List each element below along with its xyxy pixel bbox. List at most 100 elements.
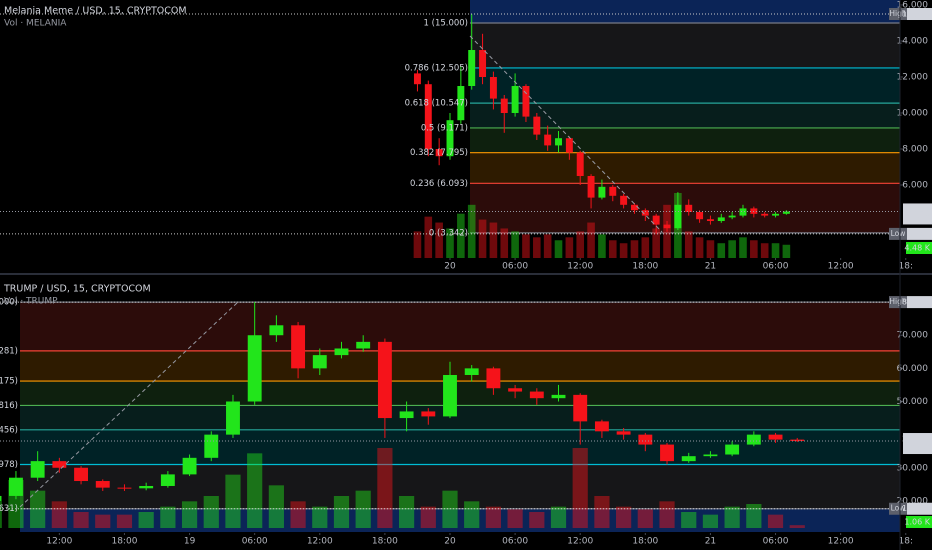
volume-bar [565, 237, 574, 258]
marker-name: High [889, 297, 906, 306]
volume-title: Vol · MELANIA [4, 19, 67, 29]
candle-body [641, 210, 649, 216]
candle-body [717, 217, 725, 222]
last-price-box [903, 203, 932, 225]
x-tick-label: 20 [444, 537, 456, 547]
fib-zone [20, 405, 900, 430]
candle-body [529, 391, 544, 399]
volume-bar [446, 228, 454, 258]
volume-bar [51, 501, 67, 528]
volume-bar [424, 216, 433, 258]
candle-body [573, 394, 588, 422]
candle-body [696, 212, 704, 220]
volume-bar [464, 501, 480, 528]
volume-bar [576, 231, 585, 258]
candle-body [52, 461, 67, 468]
candle-body [739, 208, 747, 216]
countdown: 06:53 [907, 214, 930, 223]
y-tick-label: 6.000 [902, 181, 928, 191]
y-tick-label: 12.000 [897, 73, 929, 83]
candle-body [511, 86, 519, 114]
panel [0, 301, 900, 532]
candle-body [182, 457, 197, 475]
candle-body [555, 138, 562, 146]
volume-bar [739, 237, 747, 258]
x-tick-label: 19 [184, 537, 196, 547]
y-tick-label: 14.000 [897, 37, 929, 47]
x-tick-label: 21 [705, 537, 716, 547]
fib-zone [20, 302, 900, 351]
candle-body [443, 374, 457, 417]
fib-extension-zone [470, 0, 900, 24]
candle-body [652, 215, 660, 225]
volume-bar [95, 514, 111, 528]
candle-body [435, 149, 443, 157]
fib-label: (48.816) [0, 401, 18, 411]
fib-zone [20, 381, 900, 406]
volume-bar [467, 204, 476, 258]
candle-body [399, 411, 414, 419]
fib-zone [470, 103, 900, 128]
volume-bar [0, 496, 2, 528]
x-tick-label: 18: [899, 537, 913, 547]
volume-label-box [906, 242, 932, 254]
volume-bar [138, 512, 154, 528]
volume-bar [442, 490, 458, 528]
candle-body [533, 116, 541, 135]
candle-body [630, 204, 638, 211]
volume-bar [507, 509, 523, 528]
x-tick-label: 12:00 [567, 262, 593, 272]
volume-label-box [906, 516, 932, 528]
x-tick-label: 21 [705, 262, 716, 272]
fib-label: 0.382 (7.795) [410, 148, 468, 158]
fib-extension-zone [20, 508, 900, 532]
volume-bar [641, 237, 650, 258]
fib-label: 0.786 (12.505) [405, 63, 468, 73]
candle-body [576, 152, 584, 177]
x-tick-label: 06:00 [763, 262, 789, 272]
volume-bar [420, 506, 436, 528]
volume-bar [511, 231, 519, 258]
volume-bar [550, 506, 567, 528]
volume-bar [598, 234, 606, 258]
volume-label: 1.06 K [904, 518, 930, 527]
x-tick-label: 12:00 [46, 537, 72, 547]
x-tick-label: 18:00 [632, 537, 658, 547]
volume-title: Vol · TRUMP [4, 297, 58, 307]
candle-body [790, 439, 805, 442]
volume-bar [522, 234, 530, 258]
candle-body [681, 456, 696, 462]
marker-value: 15.500 [902, 10, 930, 19]
candle-body [457, 86, 465, 121]
fib-zone [470, 67, 900, 104]
candle-body [616, 431, 631, 435]
candle-body [468, 50, 476, 87]
countdown: 06:53 [907, 444, 930, 453]
candle-body [421, 411, 436, 417]
volume-bar [695, 237, 704, 258]
y-tick-label: 70.000 [897, 331, 929, 341]
volume-bar [489, 222, 498, 258]
candle-body [424, 84, 432, 150]
candle-body [139, 485, 154, 489]
candle-body [377, 341, 392, 419]
marker-value-box [907, 8, 932, 21]
candle-body [0, 495, 2, 501]
volume-bar [290, 501, 306, 528]
candle-body [160, 474, 175, 486]
fib-zone [470, 23, 900, 68]
marker-name-box [889, 296, 907, 309]
marker-value: 17.631 [902, 504, 930, 513]
fib-label: 0.236 (6.093) [410, 179, 468, 189]
fib-label: (65.281) [0, 346, 18, 356]
volume-bar [616, 506, 632, 528]
x-tick-label: 06:00 [242, 537, 268, 547]
fib-zone [470, 183, 900, 233]
volume-bar [702, 514, 719, 528]
fib-label: 1 (15.000) [424, 19, 468, 29]
volume-bar [608, 240, 617, 258]
x-tick-label: 06:00 [763, 537, 789, 547]
candle-body [117, 487, 132, 489]
volume-bar [619, 243, 628, 258]
volume-bar [377, 448, 393, 528]
